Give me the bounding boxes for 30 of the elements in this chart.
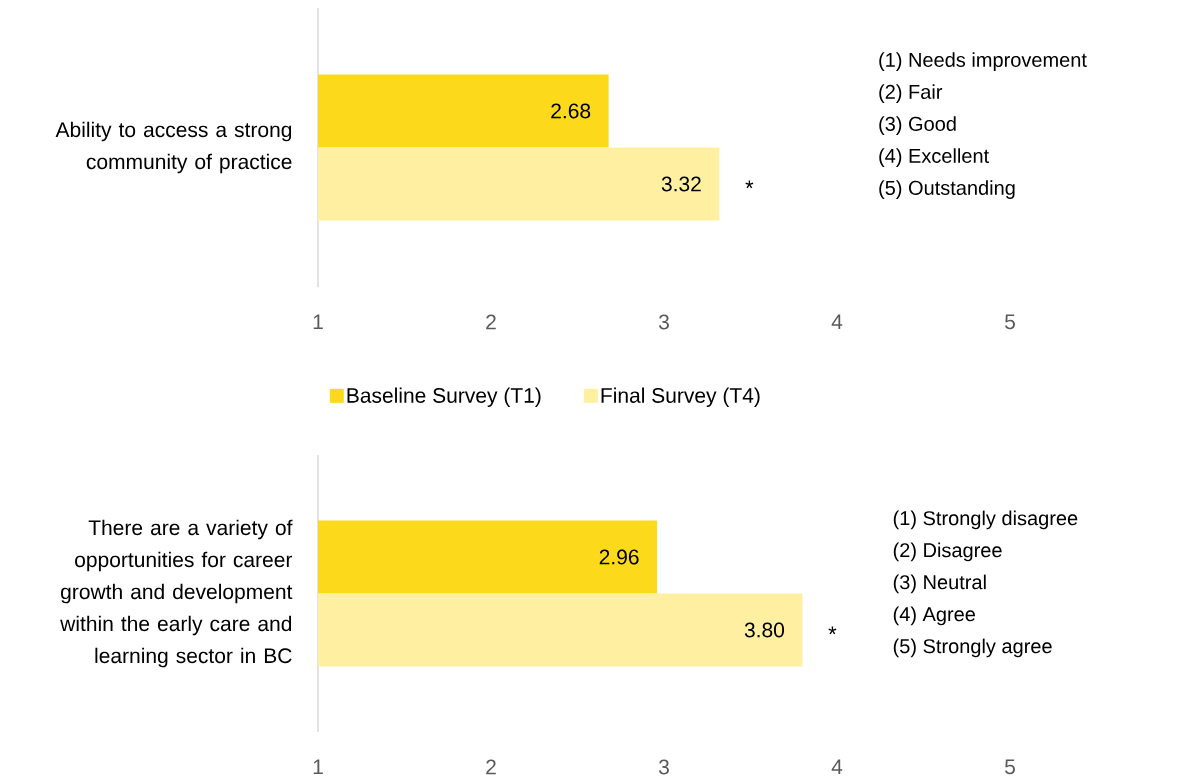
annotation: (5) Strongly agree xyxy=(893,638,1052,658)
annotation: (1) Needs improvement xyxy=(879,52,1087,71)
x-tick-label: 1 xyxy=(313,314,323,329)
annotation: (2) Fair xyxy=(879,84,943,103)
annotation: * xyxy=(745,180,754,189)
x-tick-label: 4 xyxy=(831,314,843,329)
x-tick-label: 4 xyxy=(831,759,843,774)
data-label: 2.68 xyxy=(551,103,591,119)
x-tick-label: 2 xyxy=(486,314,496,330)
data-label: 3.80 xyxy=(744,622,785,638)
y-tick-label: There are a variety of opportunities for career growth and development within the early care and learning sector in BC xyxy=(60,519,293,668)
annotation: * xyxy=(828,626,837,635)
y-tick-label: Ability to access a strong community of practice xyxy=(55,121,292,174)
x-tick-label: 3 xyxy=(658,314,669,330)
annotation: (1) Strongly disagree xyxy=(893,510,1078,530)
x-tick-label: 3 xyxy=(658,759,669,775)
legend-label: Baseline Survey (T1) xyxy=(347,387,541,408)
x-tick-label: 2 xyxy=(486,759,496,775)
data-label: 2.96 xyxy=(599,549,639,565)
annotation: (3) Neutral xyxy=(893,574,986,594)
data-label: 3.32 xyxy=(661,176,701,192)
annotation: (3) Good xyxy=(879,116,956,135)
annotation: (4) Excellent xyxy=(879,148,990,167)
annotation: (5) Outstanding xyxy=(879,180,1015,199)
x-tick-label: 5 xyxy=(1005,759,1015,775)
x-tick-label: 5 xyxy=(1005,314,1015,330)
x-tick-label: 1 xyxy=(313,759,323,774)
annotation: (2) Disagree xyxy=(893,542,1002,562)
annotation: (4) Agree xyxy=(893,606,976,626)
legend-label: Final Survey (T4) xyxy=(601,387,760,408)
